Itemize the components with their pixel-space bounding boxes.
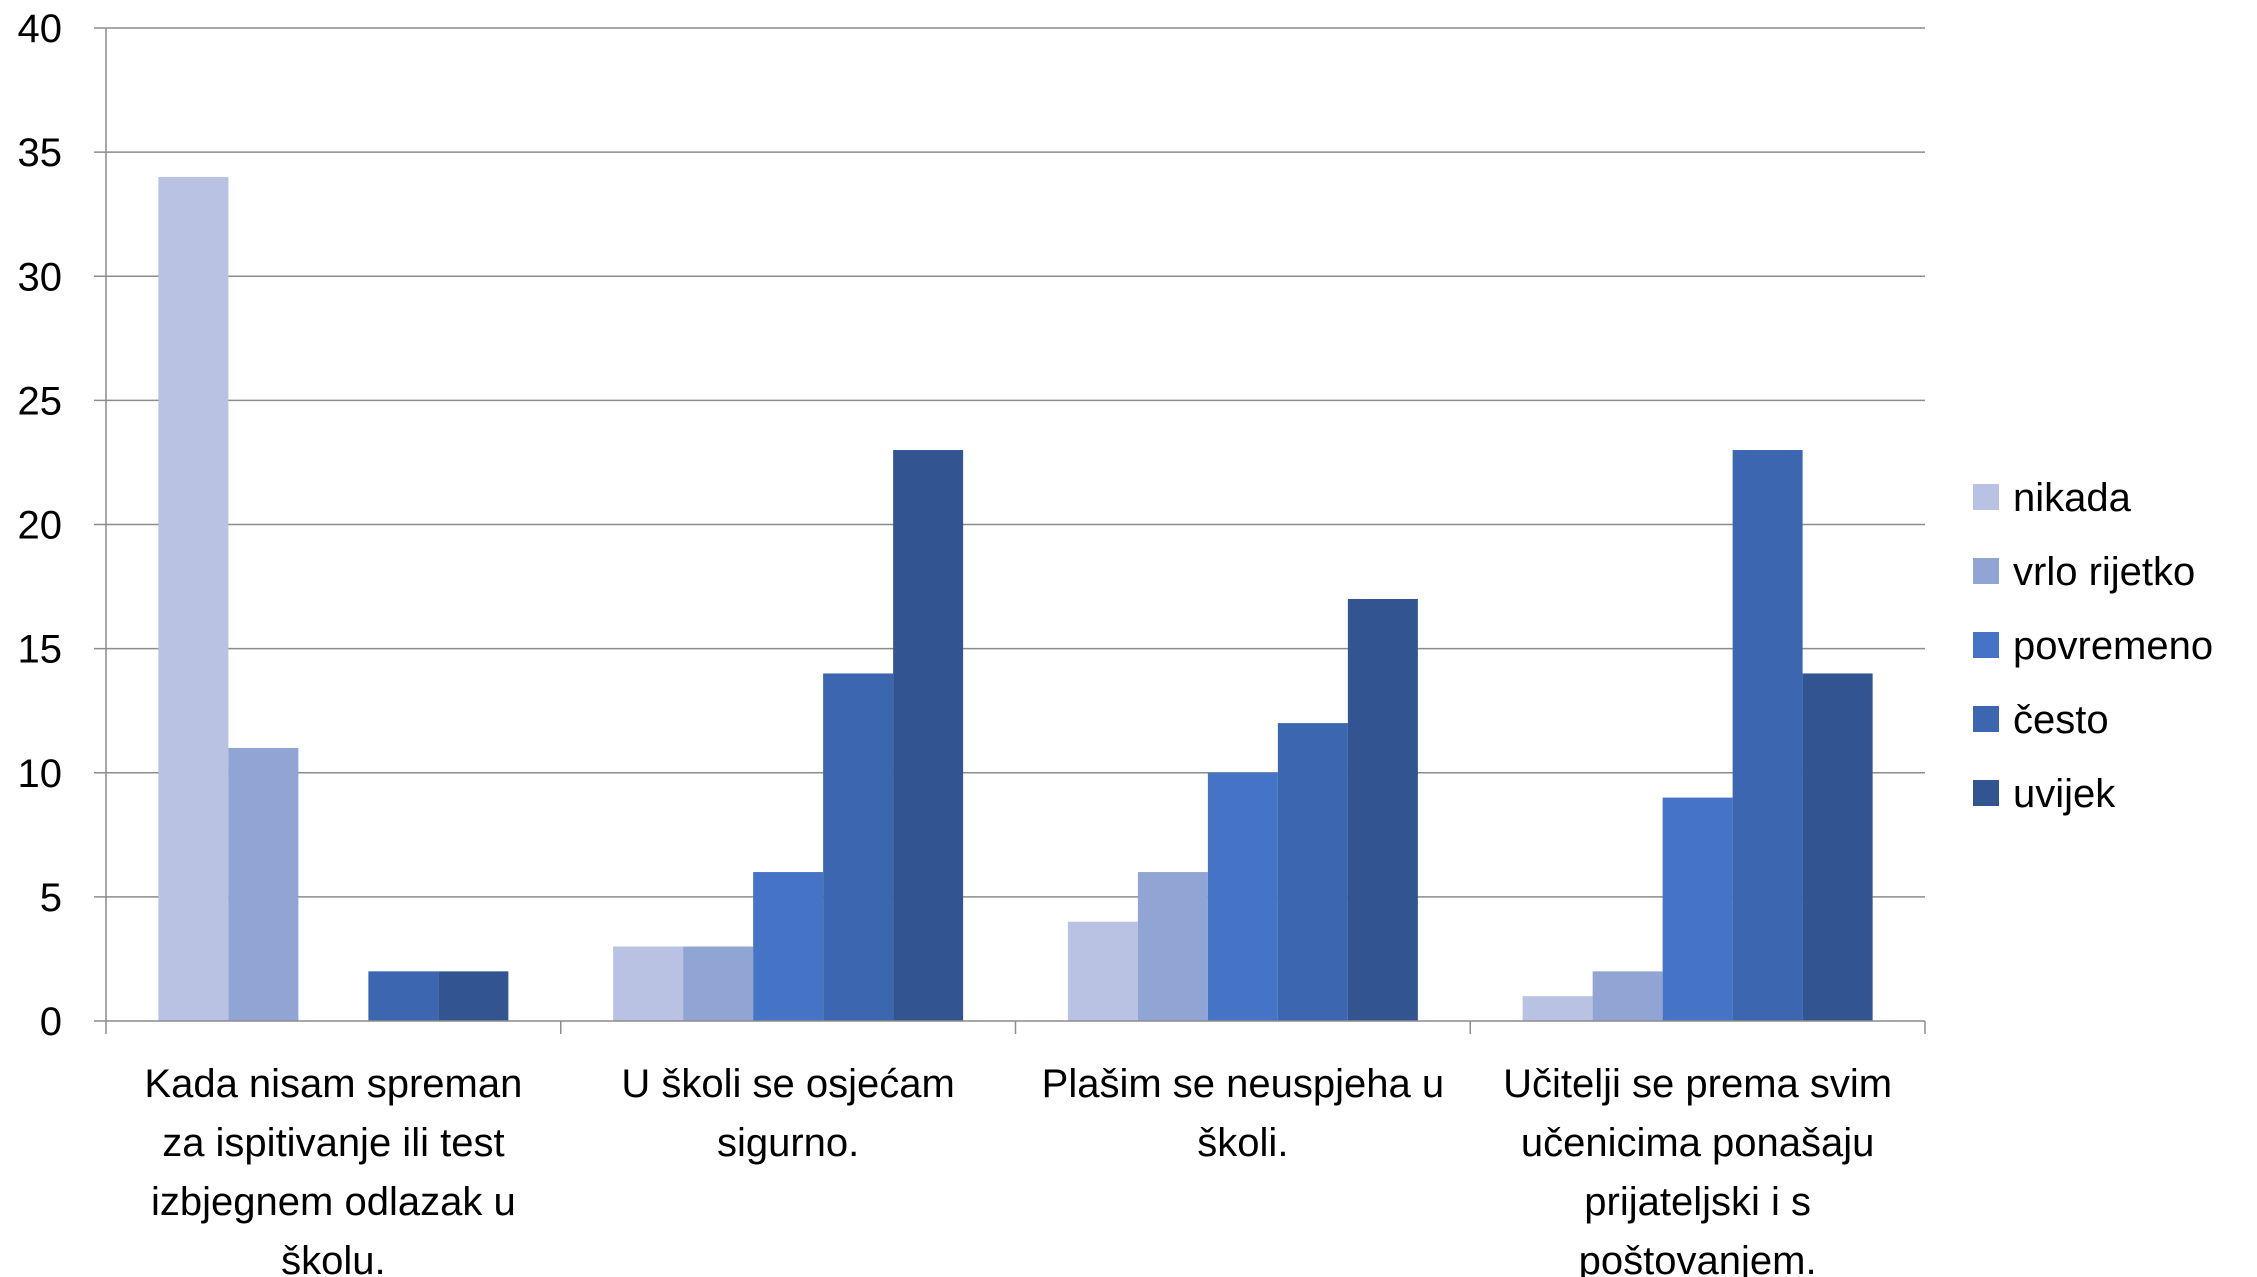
- bar-0-1: [228, 747, 299, 1021]
- category-label-line: U školi se osjećam: [621, 1062, 954, 1106]
- category-label: U školi se osjećam sigurno.: [621, 1062, 954, 1165]
- bar-1-4: [893, 450, 964, 1021]
- category-label: Učitelji se prema svim učenicima ponašaju…: [1503, 1062, 1892, 1277]
- bar-1-2: [753, 872, 824, 1021]
- y-tick-label: 30: [18, 255, 63, 299]
- bar-3-1: [1592, 971, 1663, 1021]
- category-label-line: sigurno.: [717, 1121, 859, 1165]
- y-tick-label: 5: [40, 876, 62, 920]
- legend-label: često: [2013, 698, 2109, 742]
- bars: [158, 176, 1873, 1021]
- category-label-line: učenicima ponašaju: [1521, 1121, 1875, 1165]
- bar-0-4: [438, 971, 509, 1021]
- legend-swatch: [1973, 558, 1999, 584]
- y-tick-label: 20: [18, 504, 63, 548]
- legend-label: povremeno: [2013, 624, 2213, 668]
- legend-label: vrlo rijetko: [2013, 550, 2195, 594]
- legend-label: uvijek: [2013, 772, 2116, 816]
- legend-item: povremeno: [1973, 624, 2213, 668]
- bar-3-2: [1662, 797, 1733, 1021]
- legend-swatch: [1973, 706, 1999, 732]
- category-labels: Kada nisam spreman za ispitivanje ili tes…: [144, 1062, 1892, 1277]
- bar-3-4: [1802, 673, 1873, 1021]
- bar-2-1: [1137, 872, 1208, 1021]
- legend-item: vrlo rijetko: [1973, 550, 2195, 594]
- category-label: Plašim se neuspjeha u školi.: [1042, 1062, 1444, 1165]
- y-tick-label: 40: [18, 7, 63, 51]
- bar-2-4: [1347, 598, 1418, 1021]
- bar-3-3: [1732, 450, 1803, 1021]
- y-tick-label: 35: [18, 131, 63, 175]
- category-label-line: Učitelji se prema svim: [1503, 1062, 1892, 1106]
- category-label-line: Plašim se neuspjeha u: [1042, 1062, 1444, 1106]
- y-tick-label: 10: [18, 752, 63, 796]
- y-tick-label: 15: [18, 628, 63, 672]
- y-tick-label: 25: [18, 379, 63, 423]
- legend-swatch: [1973, 780, 1999, 806]
- category-label-line: prijateljski i s: [1584, 1180, 1811, 1224]
- legend-item: nikada: [1973, 476, 2132, 520]
- legend-item: često: [1973, 698, 2109, 742]
- y-tick-label: 0: [40, 1000, 62, 1044]
- bar-2-2: [1207, 772, 1278, 1021]
- bar-3-0: [1522, 996, 1593, 1021]
- category-label-line: školu.: [281, 1239, 386, 1277]
- category-label-line: školi.: [1197, 1121, 1288, 1165]
- bar-0-3: [368, 971, 439, 1021]
- category-label: Kada nisam spreman za ispitivanje ili tes…: [144, 1062, 522, 1277]
- bar-0-0: [158, 176, 229, 1021]
- category-label-line: Kada nisam spreman: [144, 1062, 522, 1106]
- bar-1-0: [613, 946, 684, 1021]
- category-label-line: poštovanjem.: [1579, 1239, 1817, 1277]
- bar-1-1: [683, 946, 754, 1021]
- y-axis-ticks: 0 5 10 15 20 25 30 35 40: [18, 7, 106, 1044]
- legend-swatch: [1973, 484, 1999, 510]
- legend-item: uvijek: [1973, 772, 2116, 816]
- legend-swatch: [1973, 632, 1999, 658]
- legend-label: nikada: [2013, 476, 2132, 520]
- bar-1-3: [823, 673, 894, 1021]
- category-label-line: za ispitivanje ili test: [162, 1121, 504, 1165]
- grid-lines: [106, 27, 1925, 898]
- axes: [105, 28, 1926, 1034]
- bar-2-3: [1277, 723, 1348, 1021]
- bar-2-0: [1067, 921, 1138, 1021]
- legend: nikada vrlo rijetko povremeno često uvijek: [1973, 476, 2213, 816]
- category-label-line: izbjegnem odlazak u: [151, 1180, 516, 1224]
